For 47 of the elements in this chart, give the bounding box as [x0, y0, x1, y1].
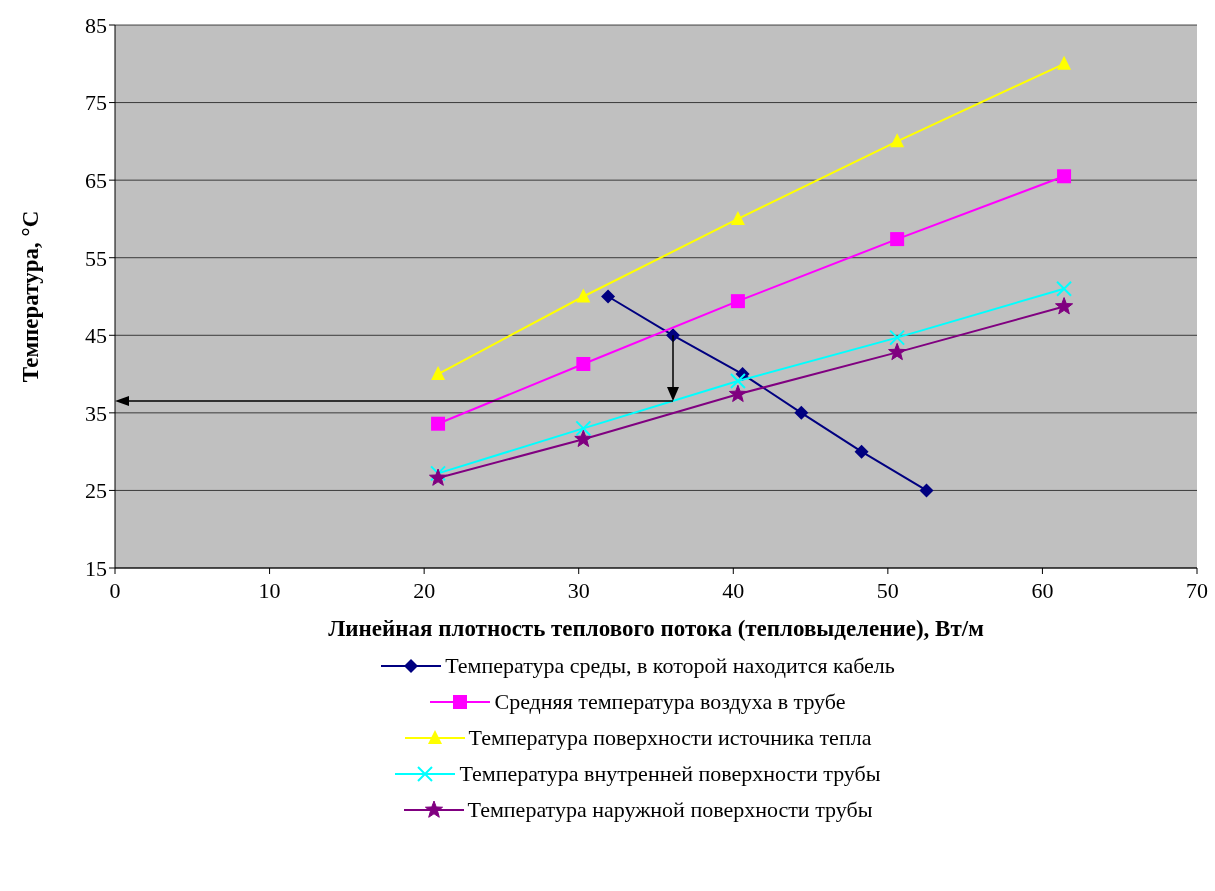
x-axis-title: Линейная плотность теплового потока (тепловыделение), Вт/м: [328, 616, 984, 641]
point: [919, 483, 934, 498]
y-tick-label: 55: [85, 245, 107, 271]
legend-label: Температура внутренней поверхности трубы: [459, 761, 881, 787]
point: [430, 465, 447, 482]
point: [1056, 280, 1073, 297]
y-tick-label: 35: [85, 400, 107, 426]
point: [428, 468, 448, 486]
point: [890, 232, 905, 247]
point: [888, 342, 907, 361]
legend-label: Средняя температура воздуха в трубе: [494, 689, 846, 715]
x-tick-label: 50: [876, 577, 899, 603]
y-tick-label: 85: [85, 12, 107, 38]
point: [730, 210, 745, 225]
legend-label: Температура наружной поверхности трубы: [467, 797, 873, 823]
y-tick-label: 25: [85, 478, 107, 504]
x-tick-label: 60: [1031, 577, 1054, 603]
point: [431, 416, 446, 431]
point: [730, 294, 745, 309]
x-tick-label: 30: [567, 577, 590, 603]
point: [431, 366, 446, 381]
point: [575, 420, 592, 437]
point: [794, 405, 809, 420]
x-tick-label: 40: [722, 577, 745, 603]
point: [854, 444, 869, 459]
x-tick-label: 20: [413, 577, 436, 603]
point: [1055, 297, 1074, 315]
point: [1057, 55, 1072, 70]
point: [889, 329, 906, 346]
y-tick-label: 75: [85, 90, 107, 116]
legend-label: Температура среды, в которой находится кабель: [445, 653, 895, 679]
point: [574, 429, 593, 448]
legend-label: Температура поверхности источника тепла: [468, 725, 872, 751]
x-tick-label: 0: [109, 577, 121, 603]
point: [729, 373, 746, 390]
x-tick-label: 10: [258, 577, 281, 603]
point: [576, 356, 591, 371]
point: [890, 133, 905, 148]
x-tick-label: 70: [1186, 577, 1208, 603]
y-tick-label: 45: [85, 323, 107, 349]
point: [601, 289, 616, 304]
point: [1057, 169, 1072, 184]
point: [728, 384, 747, 403]
y-tick-label: 65: [85, 167, 107, 193]
point: [576, 288, 591, 303]
y-tick-label: 15: [85, 555, 107, 581]
y-axis-title: Температура, °C: [18, 210, 43, 383]
